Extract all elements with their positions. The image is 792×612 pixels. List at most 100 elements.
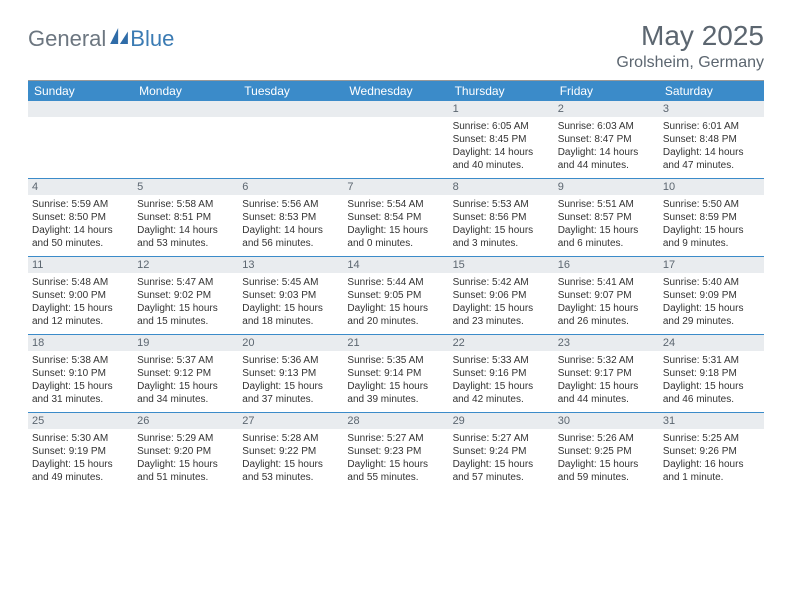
calendar-cell: 12Sunrise: 5:47 AMSunset: 9:02 PMDayligh… [133,257,238,334]
daylight-text: Daylight: 16 hours [663,458,760,471]
sunset-text: Sunset: 9:02 PM [137,289,234,302]
day-number: 6 [238,179,343,195]
day-number: 4 [28,179,133,195]
weeks-container: 1Sunrise: 6:05 AMSunset: 8:45 PMDaylight… [28,101,764,490]
calendar-cell: 15Sunrise: 5:42 AMSunset: 9:06 PMDayligh… [449,257,554,334]
sunrise-text: Sunrise: 5:35 AM [347,354,444,367]
sunrise-text: Sunrise: 5:27 AM [347,432,444,445]
day-body: Sunrise: 5:28 AMSunset: 9:22 PMDaylight:… [238,429,343,490]
day-body: Sunrise: 5:33 AMSunset: 9:16 PMDaylight:… [449,351,554,412]
daylight-text: Daylight: 15 hours [347,380,444,393]
sunset-text: Sunset: 9:14 PM [347,367,444,380]
day-number: 5 [133,179,238,195]
sunrise-text: Sunrise: 5:32 AM [558,354,655,367]
calendar-cell: 22Sunrise: 5:33 AMSunset: 9:16 PMDayligh… [449,335,554,412]
calendar-cell: 23Sunrise: 5:32 AMSunset: 9:17 PMDayligh… [554,335,659,412]
daylight-text: Daylight: 15 hours [242,302,339,315]
day-number: 11 [28,257,133,273]
daylight-text: and 0 minutes. [347,237,444,250]
calendar-cell: 14Sunrise: 5:44 AMSunset: 9:05 PMDayligh… [343,257,448,334]
daylight-text: Daylight: 14 hours [663,146,760,159]
daylight-text: Daylight: 15 hours [453,458,550,471]
day-number: 1 [449,101,554,117]
sunset-text: Sunset: 9:06 PM [453,289,550,302]
daylight-text: and 15 minutes. [137,315,234,328]
daylight-text: and 39 minutes. [347,393,444,406]
sunset-text: Sunset: 9:00 PM [32,289,129,302]
day-number [238,101,343,117]
daylight-text: Daylight: 15 hours [32,302,129,315]
daylight-text: and 23 minutes. [453,315,550,328]
day-number: 31 [659,413,764,429]
daylight-text: Daylight: 15 hours [242,458,339,471]
daylight-text: and 1 minute. [663,471,760,484]
day-body [28,117,133,175]
sunset-text: Sunset: 9:19 PM [32,445,129,458]
daylight-text: Daylight: 15 hours [137,380,234,393]
sunrise-text: Sunrise: 5:27 AM [453,432,550,445]
daylight-text: and 44 minutes. [558,393,655,406]
day-number: 8 [449,179,554,195]
day-body: Sunrise: 6:05 AMSunset: 8:45 PMDaylight:… [449,117,554,178]
day-body: Sunrise: 5:26 AMSunset: 9:25 PMDaylight:… [554,429,659,490]
day-header: Monday [133,81,238,101]
daylight-text: Daylight: 14 hours [137,224,234,237]
week-row: 18Sunrise: 5:38 AMSunset: 9:10 PMDayligh… [28,335,764,413]
day-body: Sunrise: 5:42 AMSunset: 9:06 PMDaylight:… [449,273,554,334]
sunset-text: Sunset: 8:45 PM [453,133,550,146]
daylight-text: Daylight: 15 hours [347,458,444,471]
daylight-text: Daylight: 15 hours [347,224,444,237]
calendar-cell [28,101,133,178]
sunset-text: Sunset: 9:03 PM [242,289,339,302]
calendar-cell: 11Sunrise: 5:48 AMSunset: 9:00 PMDayligh… [28,257,133,334]
location-label: Grolsheim, Germany [616,54,764,72]
sunrise-text: Sunrise: 5:37 AM [137,354,234,367]
daylight-text: Daylight: 14 hours [32,224,129,237]
daylight-text: and 56 minutes. [242,237,339,250]
daylight-text: and 20 minutes. [347,315,444,328]
sunset-text: Sunset: 9:17 PM [558,367,655,380]
day-number: 20 [238,335,343,351]
day-body: Sunrise: 5:59 AMSunset: 8:50 PMDaylight:… [28,195,133,256]
sunset-text: Sunset: 8:54 PM [347,211,444,224]
day-number: 29 [449,413,554,429]
day-number [343,101,448,117]
sunrise-text: Sunrise: 5:30 AM [32,432,129,445]
calendar-cell [238,101,343,178]
day-body: Sunrise: 6:03 AMSunset: 8:47 PMDaylight:… [554,117,659,178]
daylight-text: and 50 minutes. [32,237,129,250]
calendar-cell: 30Sunrise: 5:26 AMSunset: 9:25 PMDayligh… [554,413,659,490]
day-header-row: SundayMondayTuesdayWednesdayThursdayFrid… [28,81,764,101]
calendar-cell: 4Sunrise: 5:59 AMSunset: 8:50 PMDaylight… [28,179,133,256]
sunset-text: Sunset: 9:07 PM [558,289,655,302]
day-body: Sunrise: 5:27 AMSunset: 9:23 PMDaylight:… [343,429,448,490]
daylight-text: and 59 minutes. [558,471,655,484]
day-body [343,117,448,175]
daylight-text: and 55 minutes. [347,471,444,484]
day-body: Sunrise: 5:51 AMSunset: 8:57 PMDaylight:… [554,195,659,256]
week-row: 4Sunrise: 5:59 AMSunset: 8:50 PMDaylight… [28,179,764,257]
day-number: 27 [238,413,343,429]
sunrise-text: Sunrise: 5:50 AM [663,198,760,211]
sunset-text: Sunset: 9:24 PM [453,445,550,458]
day-header: Friday [554,81,659,101]
day-number: 3 [659,101,764,117]
day-number: 23 [554,335,659,351]
month-title: May 2025 [616,20,764,52]
daylight-text: Daylight: 15 hours [558,380,655,393]
daylight-text: Daylight: 15 hours [663,302,760,315]
daylight-text: and 46 minutes. [663,393,760,406]
sunrise-text: Sunrise: 5:28 AM [242,432,339,445]
day-body: Sunrise: 5:30 AMSunset: 9:19 PMDaylight:… [28,429,133,490]
calendar-cell: 26Sunrise: 5:29 AMSunset: 9:20 PMDayligh… [133,413,238,490]
day-body: Sunrise: 5:45 AMSunset: 9:03 PMDaylight:… [238,273,343,334]
day-body: Sunrise: 5:47 AMSunset: 9:02 PMDaylight:… [133,273,238,334]
day-header: Saturday [659,81,764,101]
day-body [133,117,238,175]
day-body: Sunrise: 5:50 AMSunset: 8:59 PMDaylight:… [659,195,764,256]
daylight-text: Daylight: 15 hours [453,302,550,315]
day-body: Sunrise: 5:32 AMSunset: 9:17 PMDaylight:… [554,351,659,412]
day-header: Thursday [449,81,554,101]
sunset-text: Sunset: 8:56 PM [453,211,550,224]
day-number: 16 [554,257,659,273]
